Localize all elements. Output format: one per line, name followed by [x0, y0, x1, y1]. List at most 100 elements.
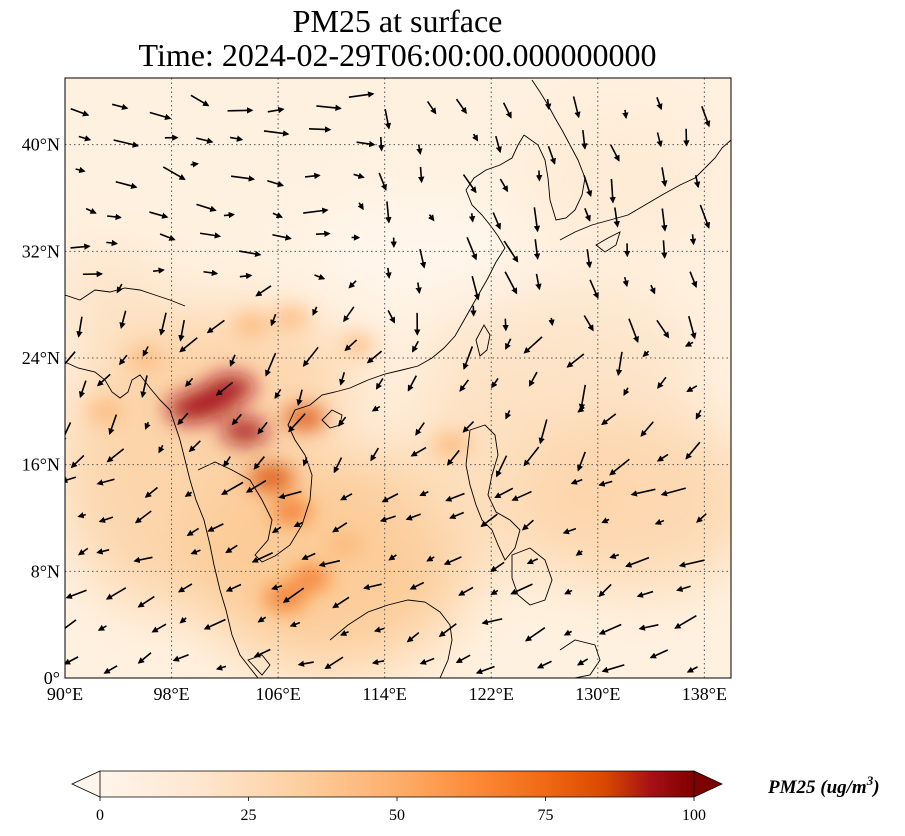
- wind-arrow: [521, 519, 534, 531]
- wind-arrow: [77, 512, 86, 519]
- wind-arrow: [419, 248, 427, 269]
- wind-arrow: [628, 318, 639, 343]
- wind-arrow: [98, 516, 114, 523]
- wind-arrow: [65, 619, 77, 630]
- wind-arrow: [318, 559, 341, 568]
- wind-arrow: [239, 272, 253, 280]
- wind-arrow: [348, 280, 357, 289]
- wind-arrow: [137, 652, 152, 664]
- pm25-hotspots: [87, 308, 470, 610]
- wind-arrow: [375, 378, 384, 390]
- wind-arrow: [689, 271, 698, 288]
- wind-arrow: [158, 445, 165, 454]
- pm25-hotspot: [221, 417, 269, 445]
- wind-arrow: [686, 385, 698, 393]
- lat-tick-label: 24°N: [22, 348, 60, 368]
- wind-arrow: [303, 207, 329, 214]
- wind-arrow: [689, 234, 697, 246]
- wind-arrow: [274, 388, 282, 400]
- wind-arrow: [324, 656, 344, 670]
- wind-arrow: [159, 312, 167, 336]
- wind-arrow: [547, 145, 556, 165]
- wind-arrow: [649, 649, 669, 659]
- wind-arrow: [333, 457, 343, 474]
- wind-arrow: [638, 624, 659, 631]
- wind-arrow: [119, 310, 127, 329]
- lon-tick-label: 130°E: [575, 684, 620, 704]
- wind-arrow: [494, 487, 514, 499]
- wind-arrow: [526, 558, 539, 565]
- wind-arrow: [190, 548, 201, 555]
- wind-arrow: [523, 446, 540, 467]
- wind-arrow: [480, 513, 498, 528]
- wind-arrow: [343, 306, 355, 323]
- wind-arrow: [481, 618, 503, 626]
- wind-arrow: [636, 590, 654, 598]
- wind-arrow: [265, 352, 277, 377]
- wind-arrow: [363, 583, 382, 591]
- wind-arrow: [348, 91, 375, 98]
- wind-arrow: [584, 208, 591, 222]
- map-frame: [64, 77, 732, 679]
- wind-arrow: [536, 660, 552, 669]
- wind-arrow: [502, 318, 509, 332]
- wind-arrow: [384, 108, 392, 130]
- lon-tick-label: 122°E: [469, 684, 514, 704]
- lat-tick-label: 8°N: [31, 561, 60, 581]
- wind-arrow: [545, 98, 552, 111]
- wind-arrow: [220, 481, 244, 495]
- wind-arrow: [533, 207, 541, 233]
- wind-arrow: [609, 458, 630, 476]
- wind-arrow: [468, 213, 476, 223]
- wind-arrow: [598, 583, 612, 598]
- pm25-hotspot: [274, 308, 309, 328]
- wind-arrow: [572, 96, 581, 119]
- wind-arrow: [562, 527, 577, 535]
- wind-arrow: [308, 126, 332, 133]
- colorbar-label: PM25 (ug/m3): [767, 773, 880, 798]
- wind-arrow: [649, 284, 656, 295]
- wind-arrow: [316, 104, 342, 112]
- wind-arrow: [678, 559, 705, 568]
- wind-arrow: [190, 161, 199, 168]
- wind-arrow: [458, 586, 474, 596]
- wind-arrow: [144, 486, 159, 498]
- wind-arrow: [538, 419, 548, 445]
- wind-arrow: [472, 133, 479, 142]
- wind-arrow: [699, 204, 711, 229]
- wind-arrow: [272, 212, 283, 218]
- wind-arrow: [253, 456, 265, 470]
- wind-arrow: [267, 106, 285, 114]
- wind-arrow: [177, 583, 193, 593]
- wind-arrow: [153, 267, 165, 274]
- wind-arrow: [443, 556, 462, 565]
- colorbar-extend-max: [693, 770, 723, 798]
- wind-arrow: [223, 456, 231, 468]
- pm25-hotspot: [283, 405, 327, 431]
- wind-arrow: [184, 490, 193, 497]
- wind-arrow: [229, 135, 244, 142]
- wind-arrow: [575, 549, 583, 556]
- wind-arrow: [111, 103, 129, 111]
- wind-arrow: [459, 379, 470, 392]
- wind-arrow: [455, 654, 471, 664]
- wind-arrow: [76, 316, 83, 338]
- wind-arrow: [695, 409, 702, 420]
- wind-arrow: [251, 552, 273, 563]
- wind-arrow: [622, 109, 629, 119]
- wind-arrow: [225, 544, 238, 554]
- wind-arrow: [661, 167, 668, 187]
- wind-arrow: [225, 583, 242, 592]
- wind-arrow: [502, 102, 512, 119]
- wind-arrow: [113, 139, 140, 148]
- wind-arrow: [267, 180, 285, 188]
- wind-arrow: [133, 556, 153, 564]
- wind-arrow: [149, 211, 169, 219]
- pm25-hotspot: [292, 567, 331, 589]
- colorbar-tick-label: 75: [538, 807, 554, 824]
- colorbar-tick-label: 50: [389, 807, 405, 824]
- pm25-hotspot: [233, 314, 270, 335]
- wind-arrow: [332, 596, 350, 609]
- wind-arrow: [65, 589, 87, 599]
- wind-arrow: [357, 202, 364, 211]
